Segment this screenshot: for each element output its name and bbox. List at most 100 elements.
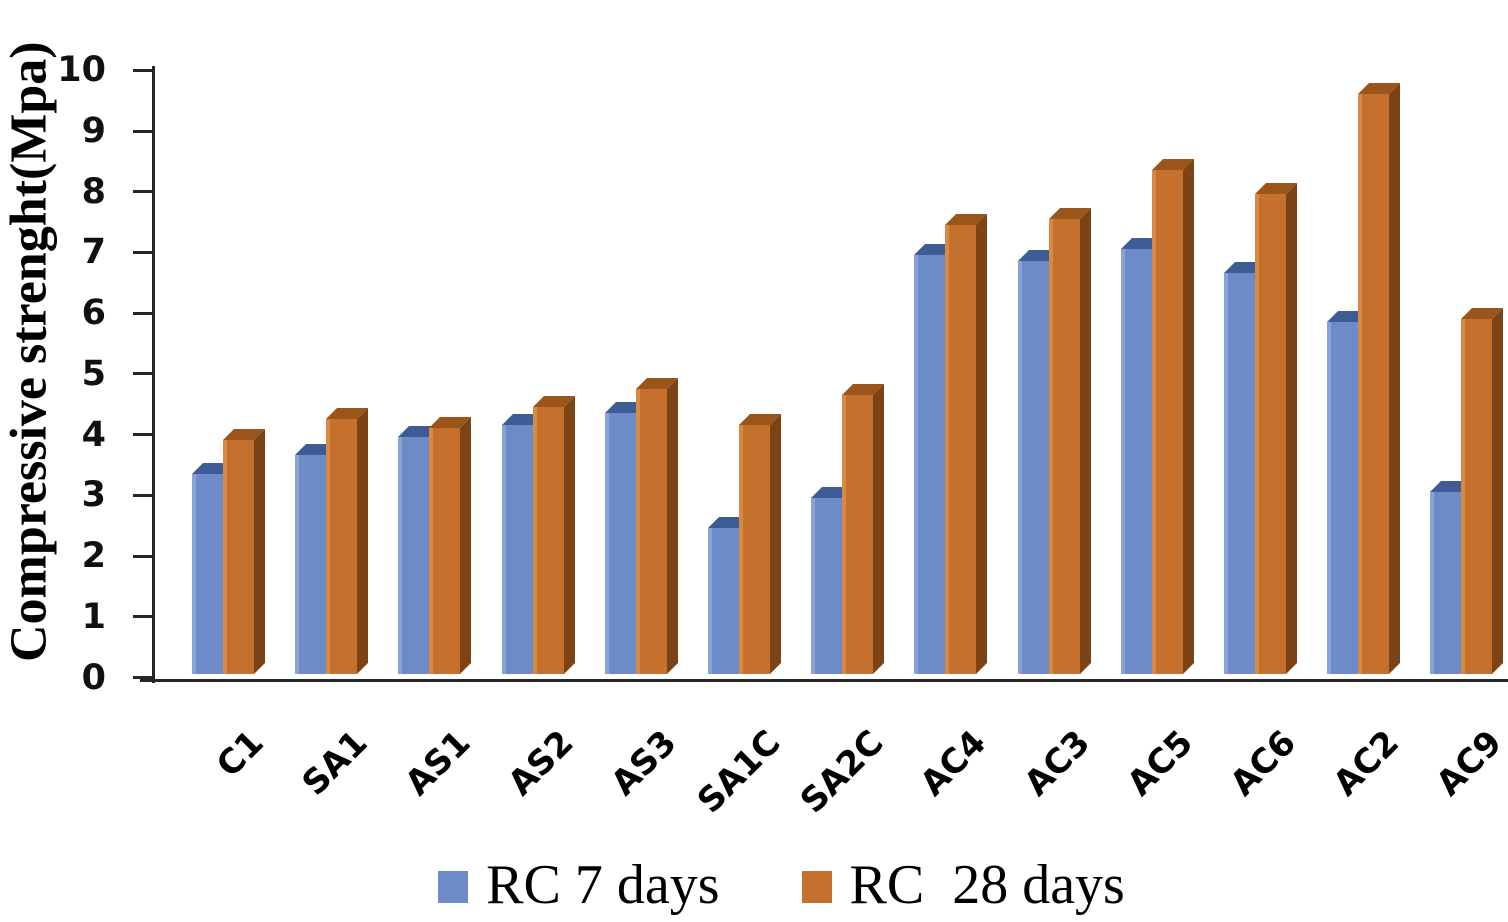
bar-front-face [1327,322,1359,674]
bar-ac6-series0 [1224,262,1266,674]
bar-side-face [666,378,678,674]
bar-group-as3 [604,70,678,674]
x-tick-label-sa2c: SA2C [792,722,892,822]
bar-as2-series0 [501,414,544,674]
bar-front-face [532,407,564,674]
bar-as3-series0 [604,402,647,674]
y-tick-mark [133,372,152,376]
x-tick-label-sa1: SA1 [294,722,376,804]
bar-group-ac4 [914,70,988,674]
bar-side-face [254,429,265,674]
bar-side-face [1079,208,1091,674]
y-tick-label: 8 [81,171,106,212]
bar-front-face [1017,261,1049,674]
y-tick-mark [133,554,152,558]
bar-front-face [192,474,223,674]
bar-as2-series1 [532,396,575,674]
bar-front-face [326,419,358,674]
bar-front-face [1151,170,1183,674]
x-tick-label-ac6: AC6 [1222,722,1304,804]
bar-ac3-series0 [1017,250,1060,674]
legend: RC 7 days RC 28 days [0,850,1508,920]
bar-front-face [501,425,533,674]
bar-side-face [563,396,575,674]
y-tick-label: 6 [81,293,106,334]
legend-item-1: RC 28 days [801,852,1125,918]
y-tick-label: 3 [81,475,106,516]
x-tick-label-as3: AS3 [603,722,685,804]
y-tick-label: 4 [81,414,106,455]
bar-as1-series1 [429,417,472,674]
x-tick-label-as2: AS2 [500,722,582,804]
bar-front-face [914,255,946,674]
bar-side-face [357,408,369,674]
bar-front-face [739,425,770,674]
x-tick-label-as1: AS1 [397,722,479,804]
legend-item-0: RC 7 days [438,852,720,918]
bar-group-sa2c [811,70,885,674]
bar-ac2-series1 [1358,83,1401,674]
x-tick-label-c1: C1 [209,722,272,786]
bar-front-face [398,437,430,674]
y-tick-label: 9 [81,111,106,152]
bar-front-face [842,395,874,674]
x-tick-label-ac5: AC5 [1119,722,1201,804]
y-tick-label: 5 [81,353,106,394]
bar-front-face [1224,273,1255,674]
bar-group-ac6 [1224,70,1297,674]
bar-sa1-series1 [326,408,369,674]
bar-side-face [1389,83,1401,674]
bar-front-face [945,225,977,674]
bar-c1-series1 [223,429,265,674]
y-tick-mark [133,129,152,133]
plot-area [155,70,1507,674]
y-tick-mark [133,68,152,72]
bar-side-face [1286,183,1297,674]
x-tick-label-sa1c: SA1C [689,722,788,822]
x-tick-label-ac2: AC2 [1325,722,1408,804]
y-tick-mark [133,493,152,497]
bar-group-ac2 [1327,70,1401,674]
bar-ac5-series0 [1120,238,1163,674]
bar-side-face [873,384,885,674]
bar-sa2c-series1 [842,384,885,674]
bar-side-face [460,417,472,674]
bar-group-sa1 [295,70,369,674]
y-tick-label: 1 [81,596,106,637]
y-tick-mark [133,615,152,619]
bar-sa1c-series1 [739,414,781,674]
bar-front-face [635,389,667,674]
bar-front-face [1120,249,1152,674]
bar-ac9-series0 [1430,481,1473,674]
bar-front-face [1255,194,1286,674]
bar-sa1c-series0 [708,517,750,674]
bar-side-face [1492,308,1504,674]
y-tick-label: 0 [81,657,106,698]
bar-ac3-series1 [1048,208,1091,674]
bar-front-face [1358,94,1390,674]
bar-group-as1 [398,70,472,674]
legend-label-0: RC 7 days [486,854,720,916]
bar-group-as2 [501,70,575,674]
bar-group-sa1c [708,70,781,674]
bar-ac2-series0 [1327,311,1370,674]
bar-as1-series0 [398,426,441,674]
bar-side-face [770,414,781,674]
bar-ac6-series1 [1255,183,1297,674]
bar-ac4-series1 [945,214,988,674]
bar-group-c1 [192,70,265,674]
bar-side-face [976,214,988,674]
bar-front-face [811,498,843,674]
legend-swatch-0 [438,871,469,903]
bar-as3-series1 [635,378,678,674]
bar-side-face [1182,159,1194,674]
bar-ac5-series1 [1151,159,1194,674]
x-axis-line [140,679,1508,682]
bar-front-face [1461,319,1493,674]
y-tick-label: 7 [81,232,106,273]
x-tick-label-ac4: AC4 [913,722,995,804]
y-tick-mark [133,433,152,437]
bar-front-face [1430,492,1462,674]
x-tick-label-ac3: AC3 [1016,722,1098,804]
